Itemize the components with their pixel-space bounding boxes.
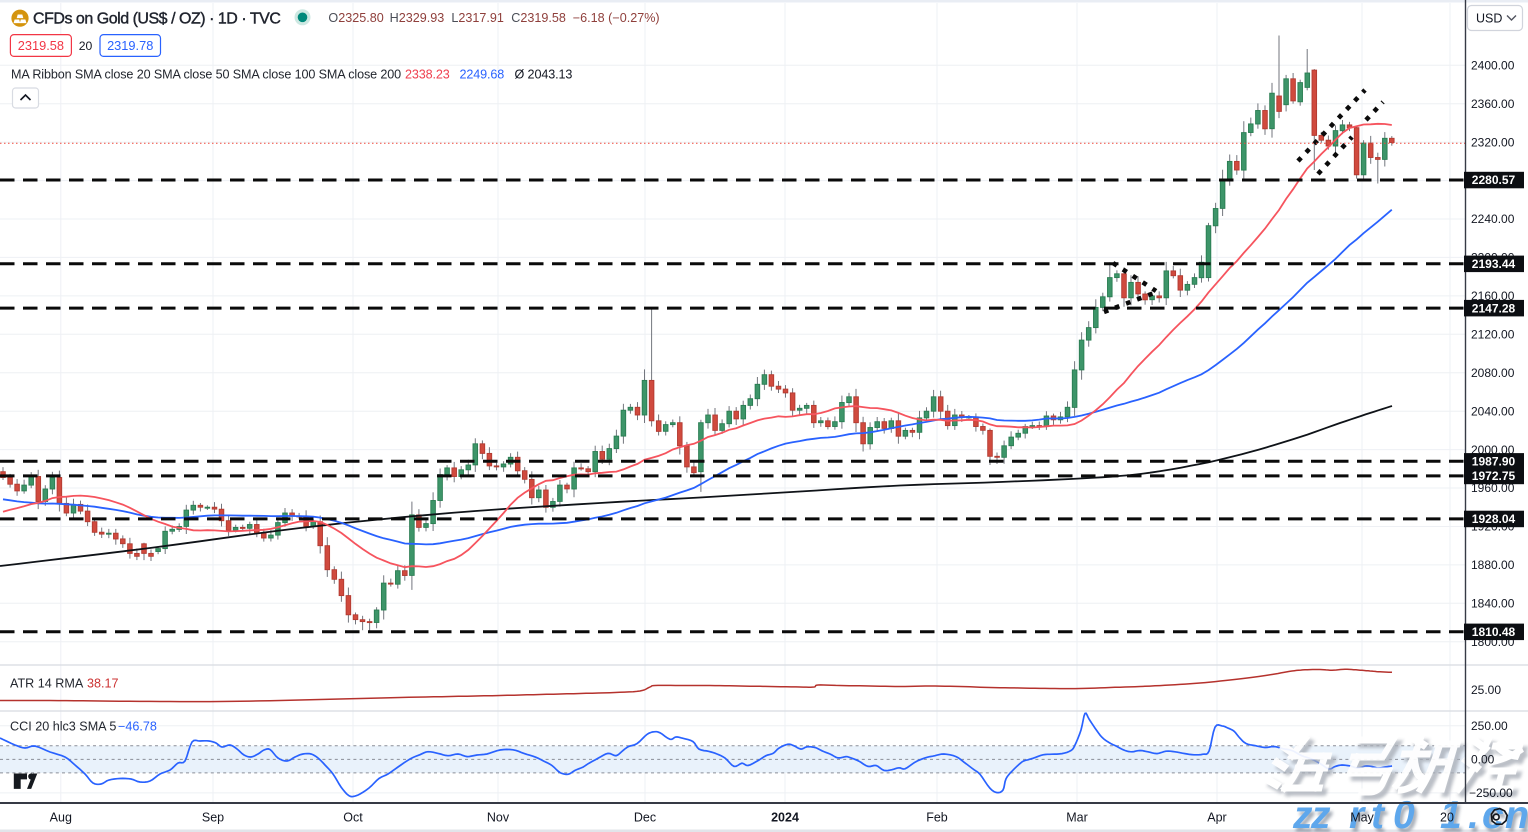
- svg-text:r: r: [1352, 798, 1369, 832]
- svg-text:2040.00: 2040.00: [1471, 404, 1515, 418]
- svg-text:Dec: Dec: [634, 811, 656, 825]
- svg-text:May: May: [1350, 811, 1374, 825]
- svg-text:250.00: 250.00: [1471, 719, 1508, 733]
- svg-text:20: 20: [79, 39, 93, 53]
- svg-text:.: .: [1468, 794, 1479, 832]
- svg-text:t: t: [1374, 798, 1389, 832]
- svg-text:Aug: Aug: [50, 811, 72, 825]
- svg-text:0: 0: [1396, 798, 1418, 832]
- svg-text:2320.00: 2320.00: [1471, 135, 1515, 149]
- svg-text:.: .: [1471, 798, 1482, 832]
- svg-text:1960.00: 1960.00: [1471, 481, 1515, 495]
- svg-text:2400.00: 2400.00: [1471, 59, 1515, 73]
- svg-text:Sep: Sep: [202, 811, 224, 825]
- svg-text:1972.75: 1972.75: [1472, 469, 1516, 483]
- svg-text:2319.78: 2319.78: [107, 38, 153, 53]
- svg-text:n: n: [1508, 798, 1528, 832]
- svg-text:z: z: [1292, 794, 1313, 832]
- svg-text:−250.00: −250.00: [1469, 786, 1513, 800]
- svg-text:2024: 2024: [771, 811, 799, 825]
- svg-text:z: z: [1313, 798, 1334, 832]
- svg-text:CCI 20 hlc3 SMA 5−46.78: CCI 20 hlc3 SMA 5 −46.78: [10, 719, 157, 733]
- svg-text:1: 1: [1443, 798, 1465, 832]
- svg-text:Mar: Mar: [1066, 811, 1088, 825]
- svg-text:Feb: Feb: [926, 811, 948, 825]
- svg-text:2240.00: 2240.00: [1471, 212, 1515, 226]
- svg-text:1987.90: 1987.90: [1472, 455, 1516, 469]
- svg-text:CFDs on Gold (US$ / OZ) · 1D ·: CFDs on Gold (US$ / OZ) · 1D · TVC: [33, 10, 280, 27]
- svg-text:USD: USD: [1476, 12, 1502, 26]
- svg-text:z: z: [1295, 798, 1316, 832]
- svg-text:2120.00: 2120.00: [1471, 328, 1515, 342]
- svg-text:Oct: Oct: [343, 811, 363, 825]
- svg-text:2160.00: 2160.00: [1471, 289, 1515, 303]
- svg-text:2360.00: 2360.00: [1471, 97, 1515, 111]
- svg-text:2080.00: 2080.00: [1471, 366, 1515, 380]
- svg-text:2147.28: 2147.28: [1472, 301, 1516, 315]
- svg-text:25.00: 25.00: [1471, 683, 1501, 697]
- svg-text:2280.57: 2280.57: [1472, 173, 1516, 187]
- svg-text:Apr: Apr: [1207, 811, 1226, 825]
- svg-text:20: 20: [1440, 811, 1454, 825]
- svg-text:0: 0: [1393, 794, 1415, 832]
- svg-text:MA Ribbon SMA close 20 SMA clo: MA Ribbon SMA close 20 SMA close 50 SMA …: [11, 68, 572, 82]
- svg-text:1880.00: 1880.00: [1471, 558, 1515, 572]
- svg-text:2193.44: 2193.44: [1472, 257, 1516, 271]
- svg-text:1928.04: 1928.04: [1472, 512, 1516, 526]
- svg-text:1840.00: 1840.00: [1471, 597, 1515, 611]
- svg-text:0.00: 0.00: [1471, 753, 1495, 767]
- svg-text:2319.58: 2319.58: [18, 38, 64, 53]
- svg-text:z: z: [1310, 794, 1331, 832]
- svg-text:1810.48: 1810.48: [1472, 625, 1516, 639]
- svg-text:Nov: Nov: [487, 811, 510, 825]
